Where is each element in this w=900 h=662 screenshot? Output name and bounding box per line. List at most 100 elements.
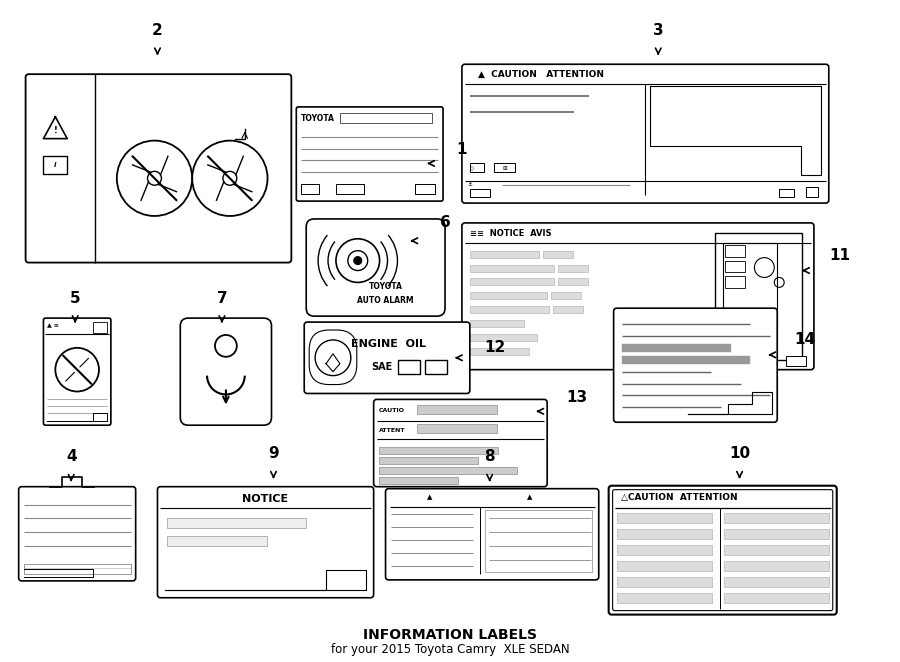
Text: 14: 14 (795, 332, 815, 348)
Bar (415, 184, 435, 194)
Bar (724, 245, 744, 257)
Text: ENGINE  OIL: ENGINE OIL (351, 339, 426, 349)
Text: 1: 1 (456, 142, 467, 157)
Bar (554, 307, 583, 313)
Bar (336, 184, 364, 194)
Bar (622, 355, 751, 363)
FancyBboxPatch shape (613, 490, 833, 610)
Bar (616, 514, 712, 524)
Bar (493, 164, 516, 172)
Bar (23, 564, 130, 574)
Text: for your 2015 Toyota Camry  XLE SEDAN: for your 2015 Toyota Camry XLE SEDAN (330, 643, 570, 656)
FancyBboxPatch shape (296, 107, 443, 201)
FancyBboxPatch shape (304, 322, 470, 393)
Text: CAUTIO: CAUTIO (379, 408, 405, 413)
Bar (470, 251, 539, 258)
Text: 3: 3 (652, 23, 663, 38)
Text: i: i (54, 162, 57, 168)
Text: 11: 11 (829, 248, 850, 263)
Text: SAE: SAE (372, 361, 393, 371)
Text: ▲ ≡: ▲ ≡ (48, 324, 59, 328)
Text: 12: 12 (484, 340, 505, 355)
Bar (724, 561, 829, 571)
Text: ▲  CAUTION   ATTENTION: ▲ CAUTION ATTENTION (478, 70, 604, 79)
Bar (379, 447, 498, 454)
Bar (470, 320, 525, 327)
Bar (470, 307, 549, 313)
Text: △CAUTION  ATTENTION: △CAUTION ATTENTION (621, 493, 737, 502)
Bar (622, 344, 731, 352)
Text: AUTO ALARM: AUTO ALARM (357, 296, 414, 305)
Text: TOYOTA: TOYOTA (302, 115, 335, 123)
Bar (616, 577, 712, 587)
Bar (724, 592, 829, 602)
Bar (340, 113, 432, 122)
Bar (724, 277, 744, 289)
Text: 13: 13 (566, 390, 588, 405)
FancyBboxPatch shape (614, 308, 778, 422)
Bar (379, 477, 458, 484)
FancyBboxPatch shape (306, 219, 445, 316)
FancyBboxPatch shape (608, 486, 837, 614)
FancyBboxPatch shape (180, 318, 272, 425)
Text: NOTICE: NOTICE (242, 494, 289, 504)
Bar (93, 322, 107, 333)
Bar (544, 251, 573, 258)
Text: 2: 2 (152, 23, 163, 38)
Bar (787, 355, 806, 365)
Bar (558, 265, 588, 271)
Text: 5: 5 (70, 291, 80, 306)
Bar (418, 424, 497, 433)
Text: ▲: ▲ (526, 495, 532, 500)
Text: 6: 6 (440, 215, 450, 230)
Bar (425, 359, 447, 373)
Bar (616, 592, 712, 602)
Bar (302, 184, 319, 194)
Bar (558, 279, 588, 285)
Text: 4: 4 (66, 449, 77, 465)
Bar (724, 577, 829, 587)
Text: ≡≡  NOTICE  AVIS: ≡≡ NOTICE AVIS (470, 229, 552, 238)
Bar (724, 545, 829, 555)
FancyBboxPatch shape (310, 330, 356, 385)
Bar (779, 189, 794, 197)
Bar (418, 405, 497, 414)
Bar (485, 510, 592, 572)
Bar (470, 348, 529, 355)
FancyBboxPatch shape (385, 489, 598, 580)
Bar (167, 536, 266, 546)
Bar (470, 279, 554, 285)
Bar (723, 243, 778, 330)
Bar (379, 457, 478, 464)
FancyBboxPatch shape (25, 74, 292, 263)
Bar (724, 261, 744, 273)
Bar (551, 293, 580, 299)
Bar (724, 530, 829, 540)
Text: ▲: ▲ (428, 495, 433, 500)
Text: !: ! (53, 126, 58, 135)
Bar (167, 518, 306, 528)
Text: ⊞: ⊞ (502, 166, 507, 171)
Text: TOYOTA: TOYOTA (369, 282, 402, 291)
FancyBboxPatch shape (43, 318, 111, 425)
Text: INFORMATION LABELS: INFORMATION LABELS (363, 628, 537, 642)
FancyBboxPatch shape (462, 64, 829, 203)
Text: 10: 10 (729, 446, 750, 461)
FancyBboxPatch shape (462, 223, 814, 369)
Text: ATTENT: ATTENT (379, 428, 405, 433)
Bar (470, 164, 483, 172)
Bar (399, 359, 420, 373)
Bar (806, 187, 818, 197)
Bar (470, 265, 554, 271)
Text: 7: 7 (217, 291, 227, 306)
Text: ◇: ◇ (470, 166, 474, 171)
Text: 9: 9 (268, 446, 279, 461)
Bar (616, 545, 712, 555)
Circle shape (354, 257, 362, 265)
FancyBboxPatch shape (374, 399, 547, 487)
Bar (715, 233, 802, 359)
Bar (724, 514, 829, 524)
FancyBboxPatch shape (19, 487, 136, 581)
Bar (616, 561, 712, 571)
Bar (470, 334, 537, 341)
